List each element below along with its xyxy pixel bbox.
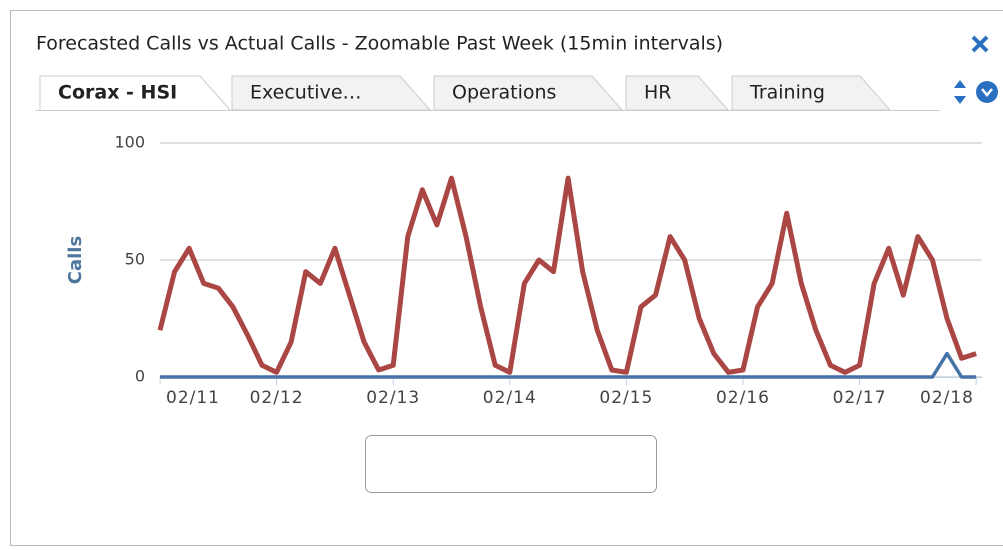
- series-line: [157, 175, 977, 375]
- x-tick-label: 02/15: [599, 388, 653, 408]
- tab-label: Training: [749, 82, 825, 104]
- y-tick-label: 100: [114, 133, 145, 152]
- scroll-control[interactable]: [954, 80, 998, 104]
- tab[interactable]: [231, 75, 432, 111]
- tab-label: Corax - HSI: [58, 82, 177, 104]
- x-tick-label: 02/11: [166, 388, 220, 408]
- x-tick-label: 02/17: [833, 388, 887, 408]
- x-tick-label: 02/14: [483, 388, 537, 408]
- tab[interactable]: [731, 75, 892, 111]
- series-line: [160, 351, 977, 379]
- x-tick-label: 02/16: [716, 388, 770, 408]
- tab[interactable]: [625, 75, 730, 111]
- x-tick-label: 02/13: [366, 388, 420, 408]
- tab-label: Operations: [452, 82, 556, 104]
- x-tick-label: 02/12: [250, 388, 304, 408]
- tab[interactable]: [39, 75, 231, 111]
- y-axis-label: Calls: [65, 236, 86, 284]
- x-tick-label: 02/18: [920, 388, 974, 408]
- y-tick-label: 50: [125, 250, 145, 269]
- panel-title: Forecasted Calls vs Actual Calls - Zooma…: [36, 33, 723, 55]
- tab-label: HR: [644, 82, 672, 104]
- legend-box: [365, 435, 657, 493]
- tab[interactable]: [433, 75, 624, 111]
- tab-label: Executive…: [250, 82, 362, 104]
- close-button[interactable]: [971, 35, 989, 53]
- y-tick-label: 0: [135, 367, 145, 386]
